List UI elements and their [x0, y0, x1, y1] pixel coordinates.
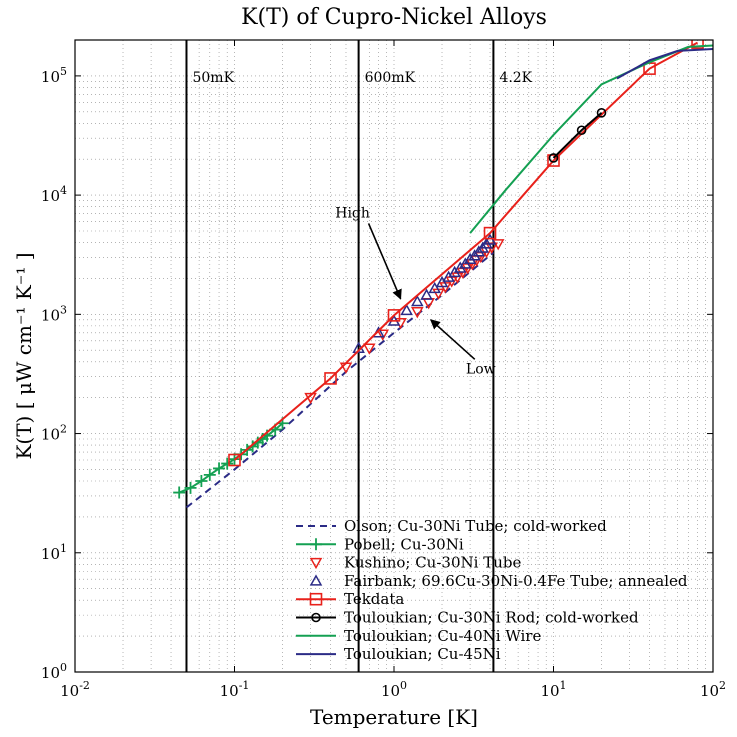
- y-tick-label: 102: [41, 423, 67, 444]
- x-tick-label: 102: [700, 679, 726, 700]
- reference-lines: 50mK 600mK 4.2K: [185, 40, 533, 672]
- data-point: [576, 125, 587, 136]
- data-point: [213, 462, 226, 475]
- data-point: [472, 245, 486, 257]
- annotation-label: Low: [466, 361, 496, 377]
- data-point: [221, 457, 234, 470]
- data-point: [400, 303, 413, 316]
- legend-label: Touloukian; Cu-45Ni: [344, 645, 501, 663]
- legend-label: Touloukian; Cu-40Ni Wire: [344, 627, 541, 645]
- legend-label: Kushino; Cu-30Ni Tube: [344, 554, 521, 572]
- data-point: [309, 574, 323, 586]
- legend-entry: Olson; Cu-30Ni Tube; cold-worked: [296, 517, 607, 535]
- annotation-arrow: [367, 223, 402, 300]
- annotation-arrow: [430, 319, 476, 360]
- data-point: [420, 288, 433, 300]
- y-tick-label: 104: [41, 184, 67, 205]
- reference-line-label: 4.2K: [499, 70, 532, 86]
- x-tick-label: 10-1: [220, 679, 250, 700]
- data-point: [311, 612, 321, 623]
- data-point: [435, 275, 449, 288]
- data-point: [428, 281, 441, 294]
- legend-entry: Touloukian; Cu-30Ni Rod; cold-worked: [296, 609, 639, 627]
- x-tick-label: 100: [381, 679, 407, 700]
- y-axis-label: K(T) [ μW cm⁻¹ K⁻¹ ]: [12, 252, 36, 459]
- chart-title: K(T) of Cupro-Nickel Alloys: [241, 5, 547, 30]
- x-tick-label: 101: [540, 679, 566, 700]
- data-point: [173, 486, 186, 499]
- x-axis-label: Temperature [K]: [310, 705, 478, 729]
- data-point: [411, 307, 424, 319]
- data-point: [309, 592, 323, 606]
- legend-label: Tekdata: [344, 590, 404, 608]
- x-tick-label: 10-2: [60, 679, 90, 700]
- reference-line-label: 50mK: [192, 70, 234, 86]
- annotations: High Low: [335, 205, 495, 377]
- data-point: [483, 233, 497, 245]
- data-point: [309, 557, 323, 570]
- series: [352, 233, 497, 353]
- data-point: [547, 154, 560, 167]
- series: [548, 108, 607, 163]
- reference-line-label: 600mK: [365, 70, 416, 86]
- series-line: [552, 112, 603, 159]
- series: [469, 44, 713, 234]
- annotation-label: High: [335, 205, 370, 221]
- legend-label: Fairbank; 69.6Cu-30Ni-0.4Fe Tube; anneal…: [344, 572, 688, 590]
- data-point: [195, 475, 208, 487]
- series: [616, 48, 713, 80]
- data-point: [203, 468, 216, 481]
- y-tick-label: 105: [41, 65, 67, 86]
- legend-entry: Touloukian; Cu-40Ni Wire: [296, 627, 541, 645]
- y-tick-label: 100: [41, 661, 67, 682]
- y-tick-label: 103: [41, 303, 67, 324]
- legend-entry: Fairbank; 69.6Cu-30Ni-0.4Fe Tube; anneal…: [309, 572, 688, 590]
- data-point: [184, 481, 197, 494]
- series-line: [233, 41, 699, 461]
- data-point: [596, 108, 607, 118]
- data-point: [310, 538, 322, 551]
- legend-label: Touloukian; Cu-30Ni Rod; cold-worked: [344, 609, 639, 627]
- series-line: [469, 44, 713, 234]
- data-point: [228, 453, 241, 467]
- data-point: [324, 372, 337, 385]
- legend-label: Olson; Cu-30Ni Tube; cold-worked: [344, 517, 607, 535]
- legend-entry: Kushino; Cu-30Ni Tube: [309, 554, 521, 572]
- legend-entry: Tekdata: [296, 590, 404, 608]
- series: [228, 40, 704, 467]
- data-point: [463, 252, 477, 264]
- axis-ticks: 10-2 10-1 100 101 102 100 101 102 103 104 105: [41, 40, 726, 700]
- series-layer: [173, 40, 713, 509]
- data-point: [483, 226, 497, 240]
- data-point: [548, 153, 559, 163]
- data-point: [691, 40, 704, 49]
- data-point: [411, 295, 424, 307]
- legend: Olson; Cu-30Ni Tube; cold-workedPobell; …: [296, 517, 688, 663]
- legend-entry: Touloukian; Cu-45Ni: [296, 645, 501, 663]
- data-point: [376, 329, 390, 341]
- y-tick-label: 101: [41, 542, 67, 563]
- legend-label: Pobell; Cu-30Ni: [344, 535, 464, 553]
- series-line: [616, 48, 713, 80]
- data-point: [363, 343, 376, 355]
- data-point: [387, 309, 401, 322]
- legend-entry: Pobell; Cu-30Ni: [296, 535, 464, 553]
